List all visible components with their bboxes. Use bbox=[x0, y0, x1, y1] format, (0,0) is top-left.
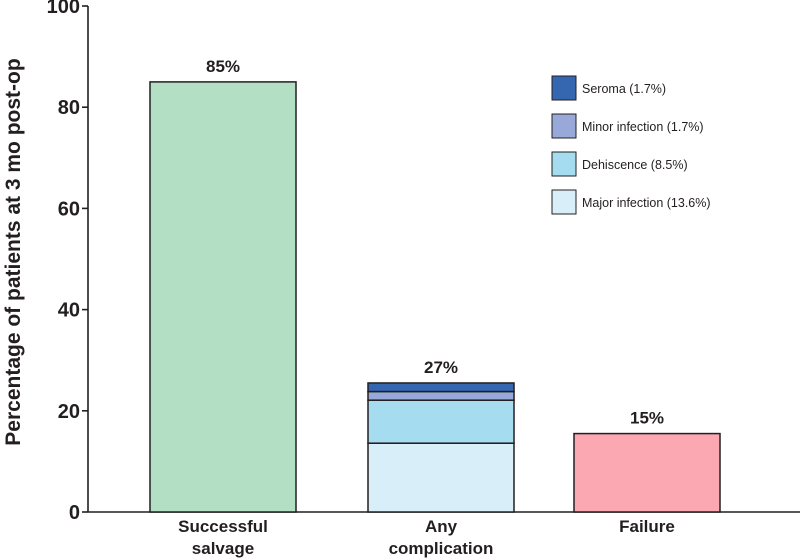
bar-failure bbox=[573, 432, 721, 513]
data-label: 15% bbox=[630, 409, 664, 428]
legend: Seroma (1.7%) Minor infection (1.7%) Dehis… bbox=[551, 75, 711, 215]
stack-segment-major-infection bbox=[367, 442, 515, 513]
legend-label: Dehiscence (8.5%) bbox=[582, 158, 688, 172]
x-category-label-line: Failure bbox=[619, 517, 675, 536]
legend-swatch bbox=[551, 75, 577, 101]
stack-segment-dehiscence bbox=[367, 399, 515, 444]
legend-swatch bbox=[551, 113, 577, 139]
legend-swatch bbox=[551, 151, 577, 177]
y-tick-label: 80 bbox=[58, 97, 80, 119]
legend-label: Major infection (13.6%) bbox=[582, 196, 711, 210]
x-category-label-line: salvage bbox=[192, 539, 254, 558]
legend-label: Seroma (1.7%) bbox=[582, 82, 666, 96]
bars bbox=[149, 81, 721, 513]
category-labels: Successful salvage Any complication Failure bbox=[178, 517, 675, 558]
legend-swatch bbox=[551, 189, 577, 215]
bar-successful-salvage bbox=[149, 81, 297, 513]
y-tick-label: 40 bbox=[58, 300, 80, 322]
legend-label: Minor infection (1.7%) bbox=[582, 120, 704, 134]
y-ticks: 0 20 40 60 80 100 bbox=[47, 0, 88, 524]
y-axis-label: Percentage of patients at 3 mo post-op bbox=[2, 58, 25, 445]
y-tick-label: 20 bbox=[58, 401, 80, 423]
x-category-label: Failure bbox=[619, 517, 675, 536]
y-tick-label: 100 bbox=[47, 0, 80, 18]
x-category-label: Successful salvage bbox=[178, 517, 268, 558]
data-label: 27% bbox=[424, 358, 458, 377]
x-category-label-line: complication bbox=[389, 539, 494, 558]
x-category-label: Any complication bbox=[389, 517, 494, 558]
stack-segment-seroma bbox=[367, 382, 515, 393]
x-category-label-line: Any bbox=[425, 517, 458, 536]
x-category-label-line: Successful bbox=[178, 517, 268, 536]
stack-segment-minor-infection bbox=[367, 390, 515, 401]
data-labels: 85% 27% 15% bbox=[206, 57, 664, 428]
y-tick-label: 0 bbox=[69, 502, 80, 524]
y-tick-label: 60 bbox=[58, 198, 80, 220]
data-label: 85% bbox=[206, 57, 240, 76]
